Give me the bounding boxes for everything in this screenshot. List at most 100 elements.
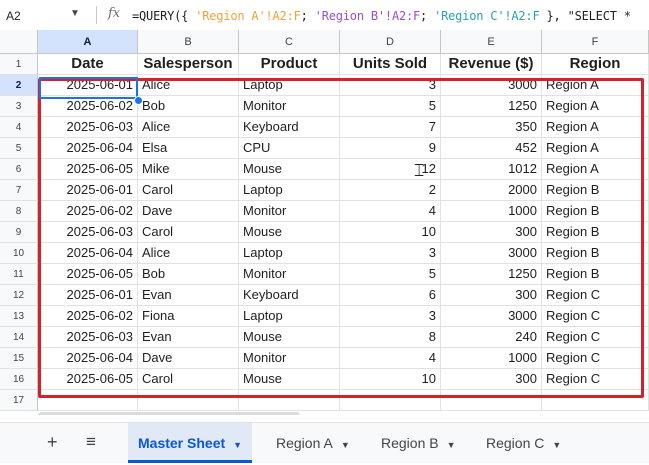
- table-cell[interactable]: Region B: [542, 201, 649, 222]
- table-cell[interactable]: 2025-06-05: [38, 369, 138, 390]
- table-cell[interactable]: Mouse: [239, 327, 340, 348]
- sheet-tab-region-b[interactable]: Region B ▼: [371, 423, 466, 463]
- table-cell[interactable]: 1000: [441, 348, 542, 369]
- table-cell[interactable]: 2025-06-04: [38, 348, 138, 369]
- table-cell[interactable]: Evan: [138, 285, 239, 306]
- table-cell[interactable]: Monitor: [239, 264, 340, 285]
- table-cell[interactable]: 1250: [441, 264, 542, 285]
- empty-cell[interactable]: [38, 390, 138, 411]
- table-cell[interactable]: Mouse: [239, 369, 340, 390]
- table-cell[interactable]: Region A: [542, 117, 649, 138]
- table-cell[interactable]: Elsa: [138, 138, 239, 159]
- chevron-down-icon[interactable]: ▼: [70, 8, 80, 19]
- table-cell[interactable]: 452: [441, 138, 542, 159]
- table-cell[interactable]: Fiona: [138, 306, 239, 327]
- table-cell[interactable]: 1012: [441, 159, 542, 180]
- table-cell[interactable]: 2025-06-01: [38, 75, 138, 96]
- column-header-d[interactable]: D: [340, 30, 441, 54]
- table-cell[interactable]: 8: [340, 327, 441, 348]
- table-cell[interactable]: 2025-06-02: [38, 306, 138, 327]
- table-cell[interactable]: Keyboard: [239, 117, 340, 138]
- table-cell[interactable]: 300: [441, 222, 542, 243]
- table-cell[interactable]: Dave: [138, 201, 239, 222]
- empty-cell[interactable]: [239, 390, 340, 411]
- table-cell[interactable]: 2025-06-02: [38, 201, 138, 222]
- table-cell[interactable]: Region C: [542, 348, 649, 369]
- chevron-down-icon[interactable]: ▼: [552, 440, 562, 450]
- row-header-5[interactable]: 5: [0, 138, 38, 159]
- table-cell[interactable]: 10: [340, 369, 441, 390]
- table-cell[interactable]: Mouse: [239, 159, 340, 180]
- table-header-cell[interactable]: Revenue ($): [441, 54, 542, 75]
- table-cell[interactable]: Bob: [138, 96, 239, 117]
- row-header-9[interactable]: 9: [0, 222, 38, 243]
- fill-handle[interactable]: [134, 96, 143, 105]
- row-header-4[interactable]: 4: [0, 117, 38, 138]
- column-header-e[interactable]: E: [441, 30, 542, 54]
- table-cell[interactable]: 1000: [441, 201, 542, 222]
- table-cell[interactable]: Region B: [542, 264, 649, 285]
- row-header-17[interactable]: 17: [0, 390, 38, 411]
- table-cell[interactable]: 2025-06-01: [38, 285, 138, 306]
- table-cell[interactable]: 2: [340, 180, 441, 201]
- table-cell[interactable]: Region C: [542, 327, 649, 348]
- table-cell[interactable]: Alice: [138, 117, 239, 138]
- table-cell[interactable]: 3: [340, 243, 441, 264]
- table-cell[interactable]: Alice: [138, 243, 239, 264]
- table-cell[interactable]: Keyboard: [239, 285, 340, 306]
- chevron-down-icon[interactable]: ▼: [340, 440, 350, 450]
- table-header-cell[interactable]: Date: [38, 54, 138, 75]
- row-header-7[interactable]: 7: [0, 180, 38, 201]
- sheet-tab-region-a[interactable]: Region A ▼: [266, 423, 360, 463]
- row-header-6[interactable]: 6: [0, 159, 38, 180]
- column-header-c[interactable]: C: [239, 30, 340, 54]
- column-header-a[interactable]: A: [38, 30, 138, 54]
- table-cell[interactable]: Alice: [138, 75, 239, 96]
- table-cell[interactable]: 10: [340, 222, 441, 243]
- table-cell[interactable]: Monitor: [239, 201, 340, 222]
- table-cell[interactable]: 4: [340, 348, 441, 369]
- horizontal-scrollbar[interactable]: [38, 412, 300, 415]
- empty-cell[interactable]: [542, 390, 649, 411]
- row-header-13[interactable]: 13: [0, 306, 38, 327]
- table-cell[interactable]: Region A: [542, 96, 649, 117]
- table-cell[interactable]: 6: [340, 285, 441, 306]
- table-cell[interactable]: 2025-06-04: [38, 243, 138, 264]
- table-cell[interactable]: 3000: [441, 306, 542, 327]
- sheet-tab-region-c[interactable]: Region C ▼: [476, 423, 571, 463]
- table-cell[interactable]: Dave: [138, 348, 239, 369]
- table-header-cell[interactable]: Region: [542, 54, 649, 75]
- row-header-1[interactable]: 1: [0, 54, 38, 75]
- table-cell[interactable]: 7: [340, 117, 441, 138]
- table-cell[interactable]: 2025-06-04: [38, 138, 138, 159]
- table-cell[interactable]: 2000: [441, 180, 542, 201]
- table-cell[interactable]: 9: [340, 138, 441, 159]
- table-cell[interactable]: Laptop: [239, 180, 340, 201]
- table-cell[interactable]: Region A: [542, 159, 649, 180]
- table-cell[interactable]: Region C: [542, 285, 649, 306]
- row-header-14[interactable]: 14: [0, 327, 38, 348]
- table-cell[interactable]: Region A: [542, 75, 649, 96]
- name-box[interactable]: A2: [6, 9, 21, 23]
- table-cell[interactable]: 300: [441, 285, 542, 306]
- row-header-12[interactable]: 12: [0, 285, 38, 306]
- table-cell[interactable]: 5: [340, 264, 441, 285]
- table-cell[interactable]: Monitor: [239, 96, 340, 117]
- table-cell[interactable]: Region C: [542, 369, 649, 390]
- table-cell[interactable]: 1250: [441, 96, 542, 117]
- chevron-down-icon[interactable]: ▼: [233, 440, 243, 450]
- row-header-11[interactable]: 11: [0, 264, 38, 285]
- table-header-cell[interactable]: Units Sold: [340, 54, 441, 75]
- table-cell[interactable]: Region A: [542, 138, 649, 159]
- table-cell[interactable]: Region B: [542, 243, 649, 264]
- row-header-8[interactable]: 8: [0, 201, 38, 222]
- empty-cell[interactable]: [441, 390, 542, 411]
- table-cell[interactable]: 4: [340, 201, 441, 222]
- table-cell[interactable]: Region B: [542, 222, 649, 243]
- row-header-15[interactable]: 15: [0, 348, 38, 369]
- formula-input[interactable]: =QUERY({ 'Region A'!A2:F; 'Region B'!A2:…: [132, 9, 631, 23]
- table-cell[interactable]: 2025-06-05: [38, 264, 138, 285]
- spreadsheet-grid[interactable]: A B C D E F 1 2 3 4 5 6 7 8 9 10 11 12 13 14 15 16 17 Date Sales…: [0, 30, 649, 415]
- table-cell[interactable]: Region C: [542, 306, 649, 327]
- table-cell[interactable]: Carol: [138, 369, 239, 390]
